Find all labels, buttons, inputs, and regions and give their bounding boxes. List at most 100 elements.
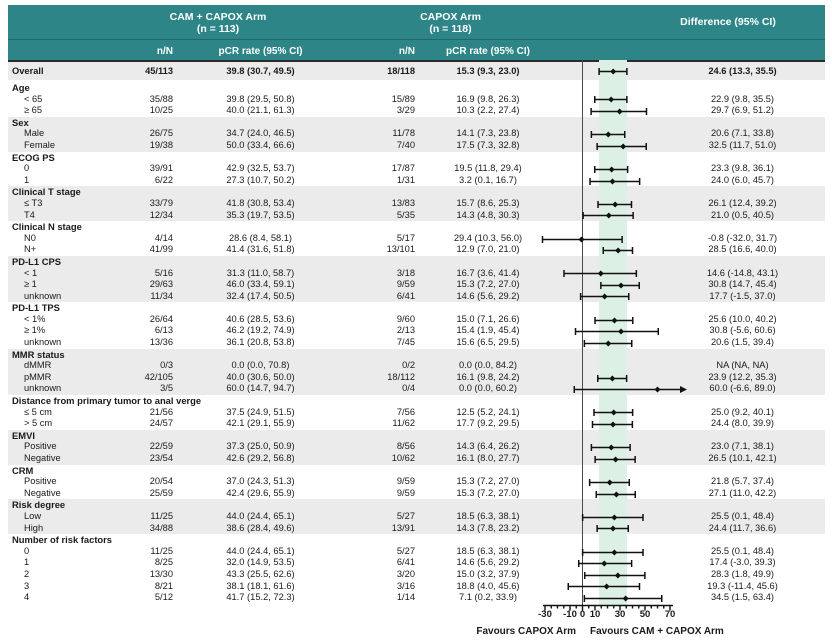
difference-value: 20.6 (1.5, 39.4)	[710, 337, 775, 348]
overall-ci-band	[599, 60, 627, 606]
subgroup-title: EMVI	[12, 429, 35, 441]
table-row: 2 13/30 43.3 (25.5, 62.6) 3/20 15.0 (3.2, 37…	[8, 569, 825, 581]
table-row: 1 8/25 32.0 (14.9, 53.5) 6/41 14.6 (5.6, 29.…	[8, 557, 825, 569]
subgroup-title: Number of risk factors	[12, 534, 113, 546]
col-header-pcr-capox: pCR rate (95% CI)	[446, 46, 530, 57]
difference-column-header: Difference (95% CI)	[680, 16, 776, 28]
row-label: Negative	[24, 487, 61, 498]
pcr-rate-cam: 28.6 (8.4, 58.1)	[228, 232, 293, 243]
nN-cam: 13/30	[149, 568, 173, 579]
pcr-rate-cam: 60.0 (14.7, 94.7)	[226, 383, 295, 394]
row-label: unknown	[24, 337, 62, 348]
subgroup-block: MMR status dMMR 0/3 0.0 (0.0, 70.8) 0/2 0.0 (…	[8, 348, 825, 396]
nN-capox: 9/59	[396, 476, 415, 487]
nN-capox: 5/17	[396, 232, 415, 243]
subgroup-header-row: Risk degree	[8, 499, 825, 511]
pcr-rate-capox: 14.6 (5.6, 29.2)	[456, 290, 520, 301]
row-label: 1	[24, 174, 30, 185]
pcr-rate-cam: 44.0 (24.4, 65.1)	[226, 545, 295, 556]
difference-value: NA (NA, NA)	[716, 360, 769, 371]
table-row: 3 8/21 38.1 (18.1, 61.6) 3/16 18.8 (4.0, 45.…	[8, 581, 825, 593]
nN-cam: 34/88	[149, 522, 173, 533]
difference-value: 24.4 (11.7, 36.6)	[708, 522, 777, 533]
difference-value: 24.6 (13.3, 35.5)	[708, 66, 777, 76]
nN-capox: 7/56	[396, 406, 415, 417]
row-label: < 1	[24, 267, 38, 278]
nN-capox: 15/89	[391, 93, 415, 104]
row-label: ≥ 65	[24, 105, 43, 116]
pcr-rate-cam: 36.1 (20.8, 53.8)	[226, 337, 295, 348]
difference-value: 20.6 (7.1, 33.8)	[710, 128, 775, 139]
nN-capox: 6/41	[396, 290, 415, 301]
nN-cam: 3/5	[160, 383, 173, 394]
subgroup-header-row: Age	[8, 82, 825, 94]
row-label: 2	[24, 568, 30, 579]
subgroup-title: CRM	[12, 464, 34, 476]
row-label: 1	[24, 557, 30, 568]
nN-cam: 11/34	[150, 290, 173, 301]
table-row: N+ 41/99 41.4 (31.6, 51.8) 13/101 12.9 (7.0,…	[8, 244, 825, 256]
x-axis-tick-label: -30	[538, 609, 552, 620]
nN-capox: 18/118	[387, 66, 415, 76]
difference-value: 30.8 (-5.6, 60.6)	[709, 325, 776, 336]
nN-cam: 26/64	[149, 313, 173, 324]
nN-capox: 9/59	[396, 487, 415, 498]
subgroup-title: Clinical N stage	[12, 221, 82, 233]
subgroup-header-row: PD-L1 TPS	[8, 302, 825, 314]
row-label: ≥ 1%	[24, 325, 46, 336]
subgroup-title: Age	[12, 82, 30, 93]
pcr-rate-capox: 12.5 (5.2, 24.1)	[456, 406, 520, 417]
nN-cam: 0/3	[160, 360, 173, 371]
pcr-rate-cam: 42.6 (29.2, 56.8)	[226, 453, 295, 463]
table-row: T4 12/34 35.3 (19.7, 53.5) 5/35 14.3 (4.8, 3…	[8, 210, 825, 222]
nN-cam: 8/21	[154, 580, 173, 591]
subgroup-header-row: Clinical T stage	[8, 186, 825, 198]
row-label: Female	[24, 139, 56, 150]
nN-cam: 6/13	[154, 325, 173, 336]
pcr-rate-cam: 37.3 (25.0, 50.9)	[226, 441, 295, 452]
subgroup-block: Sex Male 26/75 34.7 (24.0, 46.5) 11/78 14.1 (…	[8, 116, 825, 152]
table-row: 4 5/12 41.7 (15.2, 72.3) 1/14 7.1 (0.2, 33.9…	[8, 592, 825, 604]
pcr-rate-capox: 14.3 (7.8, 23.2)	[456, 522, 520, 533]
col-header-pcr-cam: pCR rate (95% CI)	[218, 46, 303, 57]
table-row: ≥ 65 10/25 40.0 (21.1, 61.3) 3/29 10.3 (2.2,…	[8, 105, 825, 117]
pcr-rate-capox: 18.8 (4.0, 45.6)	[456, 580, 520, 591]
pcr-rate-capox: 17.5 (7.3, 32.8)	[456, 139, 520, 150]
row-label: 4	[24, 592, 30, 603]
nN-capox: 9/59	[396, 279, 415, 290]
pcr-rate-cam: 42.1 (29.1, 55.9)	[226, 418, 295, 429]
favours-cam-label: Favours CAM + CAPOX Arm	[590, 626, 724, 637]
difference-value: 14.6 (-14.8, 43.1)	[706, 267, 779, 278]
table-header: CAM + CAPOX Arm (n = 113) CAPOX Arm (n =…	[8, 5, 825, 62]
pcr-rate-cam: 35.3 (19.7, 53.5)	[226, 209, 295, 220]
nN-capox: 0/2	[402, 360, 415, 371]
nN-cam: 26/75	[149, 128, 173, 139]
subgroup-block: PD-L1 TPS < 1% 26/64 40.6 (28.5, 53.6) 9/60 1…	[8, 302, 825, 348]
pcr-rate-cam: 39.8 (30.7, 49.5)	[226, 66, 295, 76]
difference-value: 30.8 (14.7, 45.4)	[708, 279, 777, 290]
subgroup-header-row: CRM	[8, 465, 825, 477]
subgroup-header-row: PD-L1 CPS	[8, 256, 825, 268]
nN-cam: 24/57	[149, 418, 173, 429]
col-header-nN-capox: n/N	[398, 46, 415, 57]
nN-capox: 11/78	[392, 128, 415, 139]
difference-value: 17.4 (-3.0, 39.3)	[709, 557, 776, 568]
nN-cam: 45/113	[145, 66, 173, 76]
x-axis-tick-label: 10	[589, 609, 601, 620]
table-row: Positive 20/54 37.0 (24.3, 51.3) 9/59 15.3 (…	[8, 476, 825, 488]
row-label: N0	[24, 232, 36, 243]
pcr-rate-capox: 14.3 (4.8, 30.3)	[456, 209, 520, 220]
nN-cam: 19/38	[149, 139, 173, 150]
nN-capox: 5/35	[396, 209, 415, 220]
pcr-rate-cam: 42.9 (32.5, 53.7)	[226, 163, 295, 174]
nN-cam: 29/63	[149, 279, 173, 290]
nN-capox: 7/40	[396, 139, 415, 150]
nN-cam: 21/56	[149, 406, 173, 417]
favours-capox-label: Favours CAPOX Arm	[476, 626, 576, 637]
row-label: < 1%	[24, 313, 46, 324]
nN-cam: 4/14	[154, 232, 173, 243]
table-row: unknown 11/34 32.4 (17.4, 50.5) 6/41 14.6 (5…	[8, 291, 825, 303]
pcr-rate-capox: 19.5 (11.8, 29.4)	[454, 163, 522, 174]
pcr-rate-capox: 14.3 (6.4, 26.2)	[456, 441, 520, 452]
pcr-rate-cam: 38.6 (28.4, 49.6)	[226, 522, 295, 533]
